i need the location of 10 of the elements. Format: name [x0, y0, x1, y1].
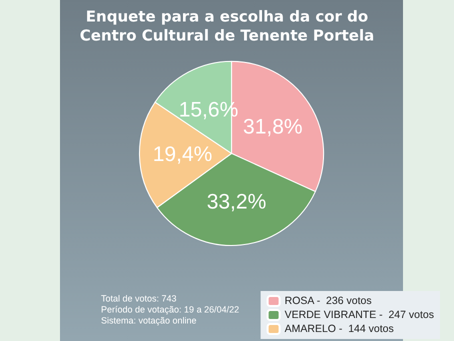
text: Período de votação: 19 a 26/04/22: [101, 304, 240, 314]
legend-label: ROSA - 236 votos: [284, 295, 372, 307]
chart-title: Enquete para a escolha da cor do Centro Cultural de Tenente Portela: [80, 8, 374, 44]
legend-label: AMARELO - 144 votos: [284, 323, 394, 335]
data-label: 33,2%: [206, 190, 266, 214]
legend-label: VERDE VIBRANTE - 247 votos: [284, 309, 434, 321]
text: Sistema: votação online: [101, 316, 197, 326]
data-label: 19,4%: [152, 142, 212, 166]
data-label: 31,8%: [243, 115, 303, 138]
text: Total de votos: 743: [101, 294, 177, 304]
